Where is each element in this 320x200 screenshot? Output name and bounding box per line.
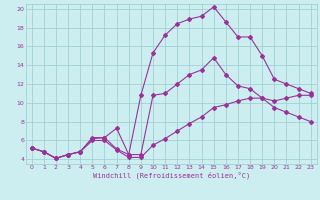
X-axis label: Windchill (Refroidissement éolien,°C): Windchill (Refroidissement éolien,°C): [92, 172, 250, 179]
